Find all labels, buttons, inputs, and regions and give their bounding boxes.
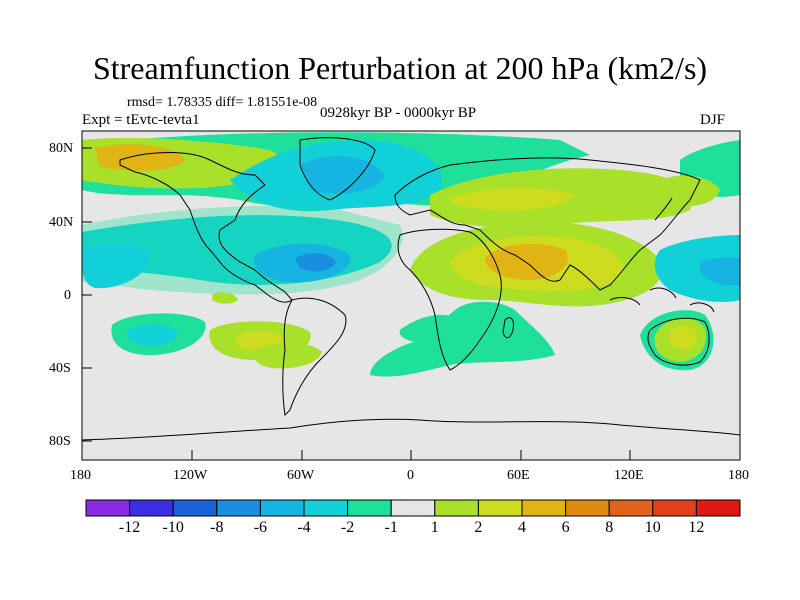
coastlines bbox=[82, 137, 740, 441]
coast-australia bbox=[647, 317, 710, 366]
colorbar-label: -12 bbox=[118, 519, 141, 536]
season-label: DJF bbox=[700, 112, 726, 128]
coast-antarctica bbox=[82, 418, 740, 441]
contour-yellow-eurasia bbox=[450, 187, 575, 211]
lon-label-180w: 180 bbox=[70, 468, 91, 483]
contour-yellowgreen-gulf bbox=[212, 292, 238, 304]
coast-se-asia-islands bbox=[609, 287, 715, 313]
contour-green-sindian bbox=[399, 314, 460, 343]
colorbar-label: 12 bbox=[688, 519, 705, 536]
colorbar-label: 2 bbox=[474, 519, 483, 536]
lon-label-60w: 60W bbox=[287, 468, 315, 483]
colorbar-label: -2 bbox=[340, 519, 355, 536]
coast-south-america bbox=[282, 297, 347, 417]
contour-yellow-australia bbox=[668, 325, 698, 350]
lat-label-80s: 80S bbox=[49, 434, 71, 449]
contour-orange-npacific bbox=[95, 144, 185, 171]
lat-label-80n: 80N bbox=[49, 141, 74, 156]
coast-madagascar bbox=[502, 317, 514, 339]
lon-label-60e: 60E bbox=[507, 468, 530, 483]
colorbar-box bbox=[695, 499, 741, 517]
experiment-label: Expt = tEvtc-tevta1 bbox=[82, 112, 200, 128]
lon-label-180e: 180 bbox=[728, 468, 749, 483]
contour-yellowgreen-sw-atlantic bbox=[253, 342, 322, 369]
colorbar-box bbox=[303, 499, 349, 517]
colorbar-box bbox=[434, 499, 479, 517]
colorbar-box bbox=[608, 499, 654, 517]
colorbar-label: 4 bbox=[518, 519, 526, 536]
coast-greenland bbox=[299, 137, 376, 201]
map-title: Streamfunction Perturbation at 200 hPa (… bbox=[92, 50, 708, 86]
contour-darkblue-caribbean bbox=[295, 253, 336, 272]
colorbar-box bbox=[477, 499, 523, 517]
coast-eurasia bbox=[394, 157, 701, 291]
colorbar-box bbox=[129, 499, 174, 517]
colorbar-box bbox=[565, 499, 610, 517]
colorbar-box bbox=[172, 499, 218, 517]
colorbar-box bbox=[347, 499, 392, 517]
colorbar-label: 6 bbox=[561, 519, 570, 536]
contour-yellowgreen-npac-east bbox=[657, 175, 720, 206]
contour-cyan-wpacific bbox=[654, 235, 740, 302]
contour-blue-greenland bbox=[300, 156, 385, 194]
lat-label-40n: 40N bbox=[49, 215, 74, 230]
contour-blue-wpacific bbox=[700, 257, 740, 286]
axis-ticks bbox=[82, 147, 631, 460]
field-layer bbox=[82, 131, 740, 460]
colorbar-box bbox=[85, 499, 131, 517]
contour-cyan-spacific bbox=[126, 324, 178, 347]
contour-green-satlantic bbox=[370, 301, 555, 377]
lon-label-120e: 120E bbox=[614, 468, 644, 483]
coast-north-america bbox=[119, 152, 293, 303]
colorbar-label: -4 bbox=[297, 519, 311, 536]
colorbar-label: -6 bbox=[253, 519, 268, 536]
colorbar-box bbox=[521, 499, 567, 517]
colorbar-box bbox=[216, 499, 261, 517]
lat-label-40s: 40S bbox=[49, 361, 71, 376]
period-label: 0928kyr BP - 0000kyr BP bbox=[320, 105, 477, 121]
colorbar-label: 8 bbox=[605, 519, 614, 536]
colorbar-label: -8 bbox=[210, 519, 224, 536]
coast-africa bbox=[397, 228, 502, 371]
rmsd-stats: rmsd= 1.78335 diff= 1.81551e-08 bbox=[127, 95, 318, 110]
lon-label-0: 0 bbox=[407, 468, 414, 483]
contour-cyan-epacific bbox=[82, 243, 150, 289]
coast-japan bbox=[654, 197, 673, 221]
colorbar-box bbox=[652, 499, 697, 517]
lon-label-120w: 120W bbox=[173, 468, 208, 483]
colorbar-box bbox=[390, 499, 436, 517]
colorbar-box bbox=[259, 499, 305, 517]
colorbar-boxes bbox=[85, 499, 741, 517]
colorbar-label: 10 bbox=[644, 519, 661, 536]
colorbar-label: -10 bbox=[162, 519, 184, 536]
lat-label-0: 0 bbox=[64, 288, 71, 303]
colorbar-label: 1 bbox=[430, 519, 439, 536]
colorbar-label: -1 bbox=[384, 519, 398, 536]
